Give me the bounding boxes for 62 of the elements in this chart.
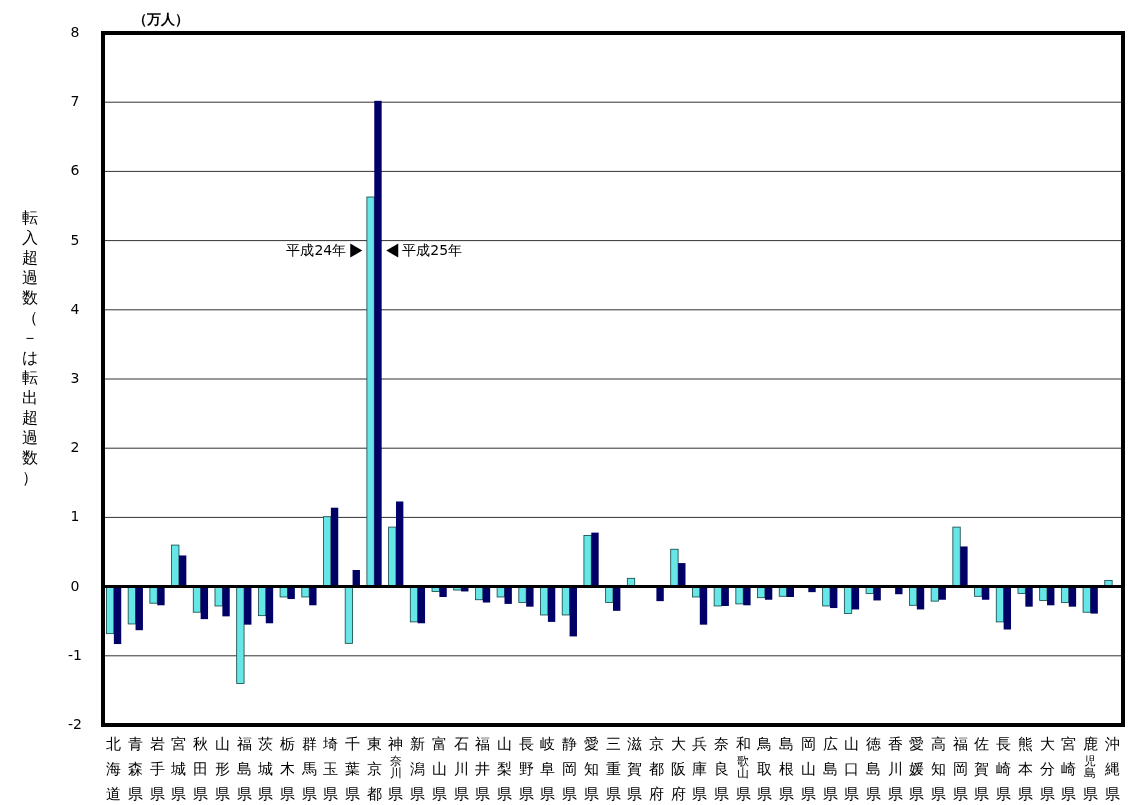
x-tick-label: 熊本県: [1017, 735, 1033, 803]
x-tick-label: 大分県: [1039, 735, 1055, 803]
x-tick-label: 群馬県: [300, 735, 317, 803]
y-tick-label: 2: [70, 439, 80, 456]
x-tick-label: 佐賀県: [974, 735, 990, 803]
x-tick-label: 宮城県: [170, 735, 187, 803]
y-tick-label: 3: [70, 370, 80, 386]
x-tick-label: 埼玉県: [322, 735, 339, 803]
x-tick-label: 新潟県: [410, 735, 426, 803]
x-tick-label: 北海道: [106, 735, 122, 803]
y-tick-label: -2: [68, 716, 82, 732]
x-tick-label: 滋賀県: [627, 735, 643, 803]
x-tick-label: 京都府: [648, 735, 664, 803]
series-label: 平成25年: [402, 241, 463, 258]
y-tick-label: 8: [70, 24, 80, 40]
x-tick-label: 青森県: [128, 735, 144, 803]
x-tick-label: 徳島県: [865, 735, 881, 803]
x-tick-label: 東京都: [366, 735, 382, 803]
y-tick-label: 0: [70, 577, 80, 594]
x-tick-label: 兵庫県: [692, 735, 708, 803]
x-tick-label: 宮崎県: [1061, 735, 1077, 803]
y-tick-label: 5: [70, 231, 80, 248]
x-tick-label: 山梨県: [496, 735, 512, 803]
x-tick-label: 三重県: [605, 735, 621, 803]
x-tick-label: 岐阜県: [540, 735, 556, 803]
y-tick-label: 7: [70, 93, 80, 110]
x-tick-label: 福島県: [236, 735, 252, 803]
x-tick-label: 広島県: [822, 735, 838, 803]
x-tick-label: 静岡県: [562, 735, 578, 803]
x-tick-label: 奈良県: [714, 735, 730, 803]
x-tick-label: 秋田県: [193, 735, 209, 803]
x-tick-label: 愛媛県: [909, 735, 925, 803]
x-tick-label: 鳥取県: [756, 735, 773, 803]
x-tick-label: 和歌山県: [735, 735, 751, 803]
x-tick-label: 愛知県: [583, 735, 599, 803]
series-label: 平成24年: [286, 241, 347, 258]
x-tick-label: 高知県: [931, 735, 947, 803]
x-tick-label: 石川県: [453, 735, 469, 803]
x-tick-label: 香川県: [887, 735, 903, 803]
x-tick-label: 岩手県: [149, 735, 165, 803]
x-tick-label: 千葉県: [345, 735, 361, 803]
x-tick-label: 島根県: [779, 735, 795, 803]
y-tick-label: 4: [70, 300, 80, 317]
y-tick-label: 6: [70, 162, 80, 179]
y-tick-label: 1: [70, 508, 80, 525]
x-tick-label: 福井県: [475, 735, 491, 803]
x-tick-label: 神奈川県: [388, 735, 404, 803]
x-tick-label: 岡山県: [800, 735, 816, 803]
x-tick-label: 茨城県: [257, 735, 274, 803]
x-tick-label: 長崎県: [996, 735, 1012, 803]
x-tick-label: 鹿児島県: [1082, 735, 1098, 803]
text: （万人）: [133, 11, 189, 27]
x-tick-label: 山口県: [844, 735, 860, 803]
y-tick-label: -1: [68, 646, 82, 663]
x-tick-label: 山形県: [214, 735, 230, 803]
x-tick-label: 富山県: [431, 735, 447, 803]
x-tick-label: 沖縄県: [1103, 735, 1120, 803]
x-tick-label: 福岡県: [952, 735, 968, 803]
x-tick-label: 長野県: [518, 735, 534, 803]
x-tick-label: 大阪府: [670, 735, 686, 803]
text: 転入超過数（－は転出超過数）: [22, 208, 38, 487]
x-tick-label: 栃木県: [279, 735, 295, 803]
